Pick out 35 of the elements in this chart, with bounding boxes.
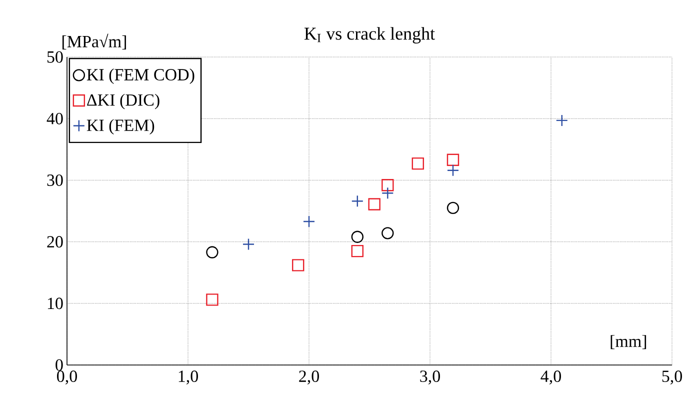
point <box>556 114 568 127</box>
x-tick-label: 2,0 <box>299 370 319 384</box>
chart-title: K$_{I}$ vs crack lenght <box>304 27 435 44</box>
point <box>382 227 394 240</box>
legend-label: KI (FEM) <box>86 119 154 135</box>
x-tick-label: 3,0 <box>420 370 440 384</box>
legend-label: ΔKI (DIC) <box>87 94 160 110</box>
x-tick-label: 5,0 <box>662 370 682 384</box>
y-tick-label: 10 <box>48 298 63 310</box>
point <box>382 179 394 192</box>
point <box>351 244 364 258</box>
point <box>302 215 316 228</box>
point <box>412 157 424 170</box>
x-tick-label: 1,0 <box>178 370 198 384</box>
point <box>351 195 364 208</box>
point <box>351 230 364 243</box>
point <box>446 154 460 166</box>
y-axis-title: [MPa√m] <box>62 34 126 50</box>
y-tick-label: 0 <box>56 359 63 371</box>
point <box>242 238 255 250</box>
y-tick-label: 40 <box>46 112 63 124</box>
point <box>206 246 218 258</box>
point <box>206 294 218 306</box>
y-tick-label: 30 <box>47 174 63 186</box>
point <box>446 202 460 214</box>
point <box>368 198 380 210</box>
point <box>382 187 394 200</box>
point <box>446 164 460 176</box>
legend-label: KI (FEM COD) <box>86 68 194 84</box>
x-tick-label: 0,0 <box>57 370 77 384</box>
y-tick-label: 50 <box>47 51 63 63</box>
x-axis-title: [mm] <box>610 335 646 350</box>
x-tick-label: 4,0 <box>540 370 561 384</box>
point <box>292 259 304 272</box>
y-tick-label: 20 <box>47 236 63 248</box>
